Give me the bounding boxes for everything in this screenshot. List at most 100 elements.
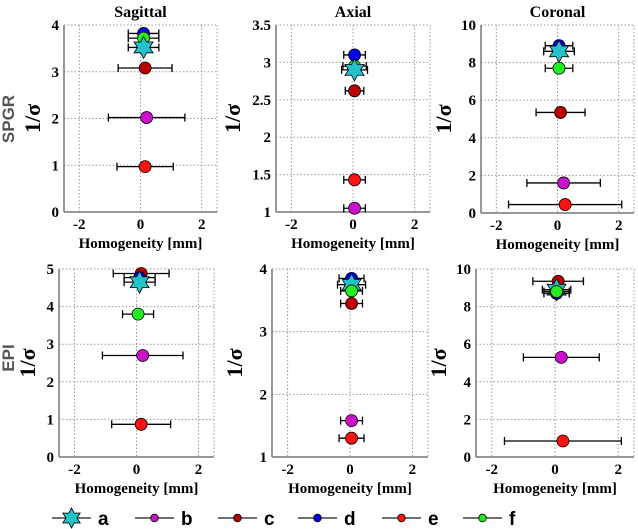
data-point-b — [339, 414, 364, 428]
y-axis-label: 1/σ — [20, 104, 45, 133]
y-tick-label: 1 — [260, 450, 268, 466]
marker-e — [558, 198, 572, 211]
y-tick-label: 3.5 — [252, 18, 271, 34]
legend-marker-c — [233, 513, 242, 523]
data-point-c — [344, 84, 365, 98]
legend-marker-d — [313, 513, 322, 523]
y-tick-label: 10 — [461, 18, 476, 34]
panel-spgr-axial: -2 0 2 1 1.5 2 2.5 3 3.5 Axial Homogeneity [mm] 1/σ — [220, 4, 431, 252]
y-axis-label: 1/σ — [431, 104, 456, 133]
legend-label: c — [264, 509, 275, 529]
y-tick-label: 8 — [469, 56, 477, 72]
data-point-e — [343, 173, 366, 187]
y-axis-label: 1/σ — [15, 348, 40, 377]
data-point-e — [116, 160, 174, 174]
data-point-c — [117, 61, 173, 75]
y-axis-label: 1/σ — [426, 348, 451, 377]
marker-f — [550, 285, 563, 298]
marker-e — [138, 160, 152, 174]
y-tick-label: 4 — [47, 300, 55, 316]
y-tick-label: 1 — [52, 158, 60, 174]
x-tick-label: 2 — [409, 462, 417, 478]
marker-c — [348, 84, 361, 98]
legend-item-f: f — [463, 509, 516, 529]
x-tick-label: 2 — [195, 462, 203, 478]
data-point-e — [507, 198, 623, 211]
x-tick-label: 0 — [346, 462, 354, 478]
y-tick-label: 4 — [464, 375, 472, 391]
x-tick-label: -2 — [73, 217, 86, 233]
panel-epi-axial: -2 0 2 1 2 3 4 Homogeneity [mm] 1/σ — [222, 262, 429, 497]
data-point-e — [503, 434, 623, 448]
marker-b — [557, 176, 571, 190]
panel-spgr-coronal: -2 0 2 0 2 4 6 8 10 Coronal Homogeneity [mm] 1/σ — [431, 4, 635, 253]
y-tick-label: 4 — [52, 18, 60, 34]
legend-item-a: a — [52, 507, 109, 529]
y-tick-label: 0 — [464, 450, 472, 466]
data-point-f — [544, 61, 574, 75]
legend-label: b — [181, 509, 193, 529]
x-tick-label: 2 — [411, 217, 419, 233]
panel-title: Coronal — [530, 4, 586, 21]
y-tick-label: 0 — [52, 205, 60, 221]
y-tick-label: 3 — [52, 65, 60, 81]
y-tick-label: 6 — [464, 337, 472, 353]
marker-f — [552, 61, 566, 75]
x-axis-label: Homogeneity [mm] — [75, 481, 199, 497]
data-point-f — [121, 307, 155, 321]
data-point-b — [343, 201, 366, 215]
x-tick-label: -2 — [68, 462, 81, 478]
y-tick-label: 2.5 — [252, 93, 271, 109]
data-point-f — [543, 285, 570, 298]
y-tick-label: 4 — [469, 131, 477, 147]
marker-b — [554, 350, 568, 364]
marker-a — [129, 270, 150, 295]
data-point-a — [127, 35, 160, 60]
data-point-e — [338, 431, 365, 445]
data-point-e — [111, 417, 172, 431]
x-tick-label: 2 — [615, 218, 623, 234]
y-axis-label: 1/σ — [220, 104, 245, 133]
panel-title: Axial — [335, 4, 372, 21]
legend-label: d — [344, 509, 356, 529]
x-tick-label: 0 — [133, 462, 141, 478]
data-point-c — [535, 106, 586, 119]
y-tick-label: 3 — [47, 337, 55, 353]
data-point-a — [543, 39, 575, 64]
y-tick-label: 2 — [469, 168, 477, 184]
data-point-f — [339, 284, 364, 298]
row-label-spgr: SPGR — [0, 95, 18, 143]
x-tick-label: 0 — [349, 217, 357, 233]
y-tick-label: 10 — [456, 262, 471, 278]
marker-b — [345, 414, 358, 428]
marker-e — [348, 173, 361, 187]
legend-item-b: b — [135, 509, 193, 529]
x-tick-label: -2 — [490, 218, 503, 234]
data-point-b — [107, 111, 186, 124]
y-tick-label: 3 — [260, 325, 268, 341]
data-point-b — [522, 350, 600, 364]
y-tick-label: 8 — [464, 300, 472, 316]
marker-e — [345, 431, 358, 445]
panel-title: Sagittal — [114, 4, 167, 21]
x-axis-label: Homogeneity [mm] — [496, 237, 620, 253]
marker-b — [140, 111, 154, 124]
marker-c — [554, 106, 567, 119]
y-tick-label: 0 — [47, 450, 55, 466]
marker-c — [345, 297, 358, 310]
marker-f — [131, 307, 145, 321]
x-tick-label: -2 — [285, 217, 298, 233]
marker-b — [348, 201, 361, 215]
marker-a — [133, 35, 154, 60]
x-tick-label: -2 — [486, 462, 499, 478]
marker-b — [136, 349, 150, 362]
x-axis-label: Homogeneity [mm] — [493, 481, 617, 497]
panel-spgr-sagittal: -2 0 2 0 1 2 3 4 Sagittal Homogeneity [mm] 1/σ — [20, 4, 218, 252]
data-point-d — [343, 48, 366, 62]
y-tick-label: 5 — [47, 262, 55, 278]
y-tick-label: 6 — [469, 93, 477, 109]
legend-marker-b — [150, 513, 159, 523]
y-axis-label: 1/σ — [222, 348, 247, 377]
legend-marker-a — [62, 507, 81, 529]
